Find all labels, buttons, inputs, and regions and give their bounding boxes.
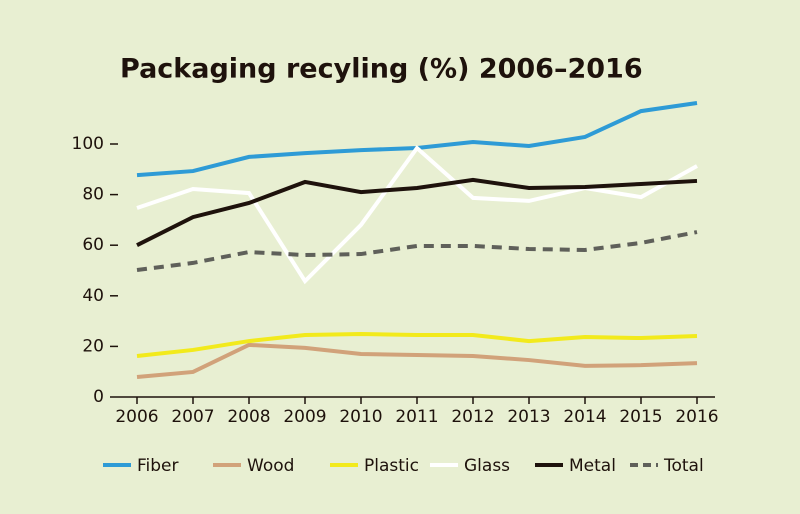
- x-tick-label: 2011: [395, 407, 438, 427]
- line-series: [136, 145, 698, 285]
- x-tick-label: 2007: [171, 407, 214, 427]
- line-series: [136, 177, 698, 247]
- chart-title: Packaging recyling (%) 2006–2016: [120, 54, 643, 85]
- legend-label: Total: [663, 456, 704, 476]
- x-tick-label: 2010: [339, 407, 382, 427]
- y-tick-label: 0: [93, 387, 104, 407]
- legend-label: Fiber: [137, 456, 179, 476]
- legend-label: Plastic: [364, 456, 419, 476]
- x-tick-label: 2012: [451, 407, 494, 427]
- line-series: [136, 101, 698, 178]
- y-tick-label: 40: [82, 286, 104, 306]
- legend-label: Wood: [247, 456, 294, 476]
- x-tick-label: 2009: [283, 407, 326, 427]
- line-series: [136, 342, 698, 380]
- y-tick-label: 20: [82, 336, 104, 356]
- legend-label: Glass: [464, 456, 510, 476]
- x-tick-label: 2014: [563, 407, 606, 427]
- line-series: [136, 332, 698, 359]
- y-tick-label: 60: [82, 235, 104, 255]
- line-series: [136, 230, 698, 272]
- x-tick-label: 2016: [675, 407, 718, 427]
- x-tick-label: 2015: [619, 407, 662, 427]
- y-tick-label: 100: [72, 134, 104, 154]
- x-tick-label: 2006: [115, 407, 158, 427]
- y-tick-label: 80: [82, 185, 104, 205]
- x-tick-label: 2013: [507, 407, 550, 427]
- x-tick-label: 2008: [227, 407, 270, 427]
- legend-label: Metal: [569, 456, 616, 476]
